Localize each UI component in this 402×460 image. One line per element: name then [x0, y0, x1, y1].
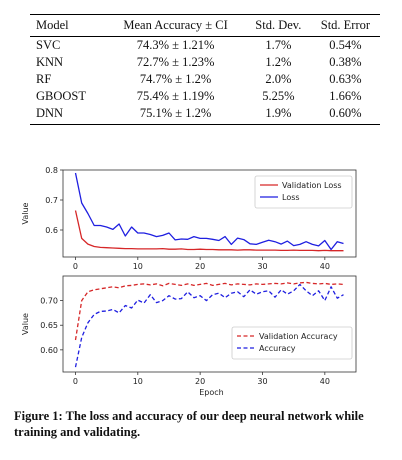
header-std-error: Std. Error [310, 14, 380, 37]
y-axis-label: Value [21, 313, 30, 335]
cell-std-dev: 1.2% [265, 55, 292, 69]
cell-mean-accuracy: 72.7% ± 1.23% [136, 55, 215, 69]
table-row: RF 74.7% ± 1.2% 2.0% 0.63% [30, 71, 380, 88]
x-tick-label: 20 [195, 262, 205, 271]
legend-box [254, 175, 353, 209]
series-line-accuracy [74, 283, 344, 368]
cell-std-error: 0.63% [329, 72, 362, 86]
series-line-validation-loss [74, 210, 344, 252]
cell-std-dev: 1.9% [245, 105, 311, 125]
legend-box [231, 326, 353, 360]
header-mean-accuracy: Mean Accuracy ± CI [105, 14, 246, 37]
header-std-dev: Std. Dev. [245, 14, 311, 37]
cell-std-dev: 5.25% [262, 89, 295, 103]
header-model: Model [30, 14, 106, 37]
series-line-loss [74, 172, 344, 251]
legend-label: Accuracy [259, 344, 296, 353]
plot-frame-1 [62, 169, 357, 258]
cell-mean-accuracy: 74.7% ± 1.2% [139, 72, 212, 86]
table-header-row: Model Mean Accuracy ± CI Std. Dev. Std. … [30, 14, 380, 37]
cell-mean-accuracy: 75.1% ± 1.2% [105, 105, 246, 125]
cell-model: KNN [36, 55, 64, 69]
plot-frame-2 [62, 275, 357, 373]
y-tick-label: 0.6 [45, 226, 58, 235]
cell-std-error: 1.66% [329, 89, 362, 103]
legend-label: Validation Accuracy [259, 332, 338, 341]
x-axis-label: Epoch [199, 388, 224, 397]
legend-label: Validation Loss [282, 181, 342, 190]
results-table: Model Mean Accuracy ± CI Std. Dev. Std. … [30, 14, 380, 125]
table-row: DNN 75.1% ± 1.2% 1.9% 0.60% [30, 105, 380, 125]
x-tick-label: 40 [320, 377, 330, 386]
x-tick-label: 0 [73, 262, 78, 271]
table-row: KNN 72.7% ± 1.23% 1.2% 0.38% [30, 54, 380, 71]
x-tick-label: 10 [133, 262, 143, 271]
x-tick-label: 10 [133, 377, 143, 386]
cell-std-dev: 2.0% [265, 72, 292, 86]
cell-model: DNN [30, 105, 106, 125]
cell-std-dev: 1.7% [265, 38, 292, 52]
y-tick-label: 0.65 [40, 321, 58, 330]
table-row: GBOOST 75.4% ± 1.19% 5.25% 1.66% [30, 88, 380, 105]
y-tick-label: 0.60 [40, 346, 58, 355]
table-row: SVC 74.3% ± 1.21% 1.7% 0.54% [30, 37, 380, 55]
x-tick-label: 40 [320, 262, 330, 271]
cell-mean-accuracy: 75.4% ± 1.19% [136, 89, 215, 103]
y-tick-label: 0.70 [40, 297, 58, 306]
figure-caption: Figure 1: The loss and accuracy of our d… [14, 409, 364, 439]
x-tick-label: 0 [73, 377, 78, 386]
cell-mean-accuracy: 74.3% ± 1.21% [136, 38, 215, 52]
cell-model: SVC [36, 38, 61, 52]
cell-std-error: 0.38% [329, 55, 362, 69]
cell-std-error: 0.60% [310, 105, 380, 125]
legend-label: Loss [282, 193, 300, 202]
x-tick-label: 20 [195, 377, 205, 386]
cell-model: RF [36, 72, 52, 86]
y-axis-label: Value [21, 202, 30, 224]
x-tick-label: 30 [257, 262, 267, 271]
cell-model: GBOOST [36, 89, 87, 103]
x-tick-label: 30 [257, 377, 267, 386]
y-tick-label: 0.8 [45, 166, 58, 175]
cell-std-error: 0.54% [329, 38, 362, 52]
figure-charts: 0 10 20 30 40 0.6 0.7 0.8 Value Validation Loss Lo… [21, 166, 357, 397]
y-tick-label: 0.7 [45, 196, 58, 205]
